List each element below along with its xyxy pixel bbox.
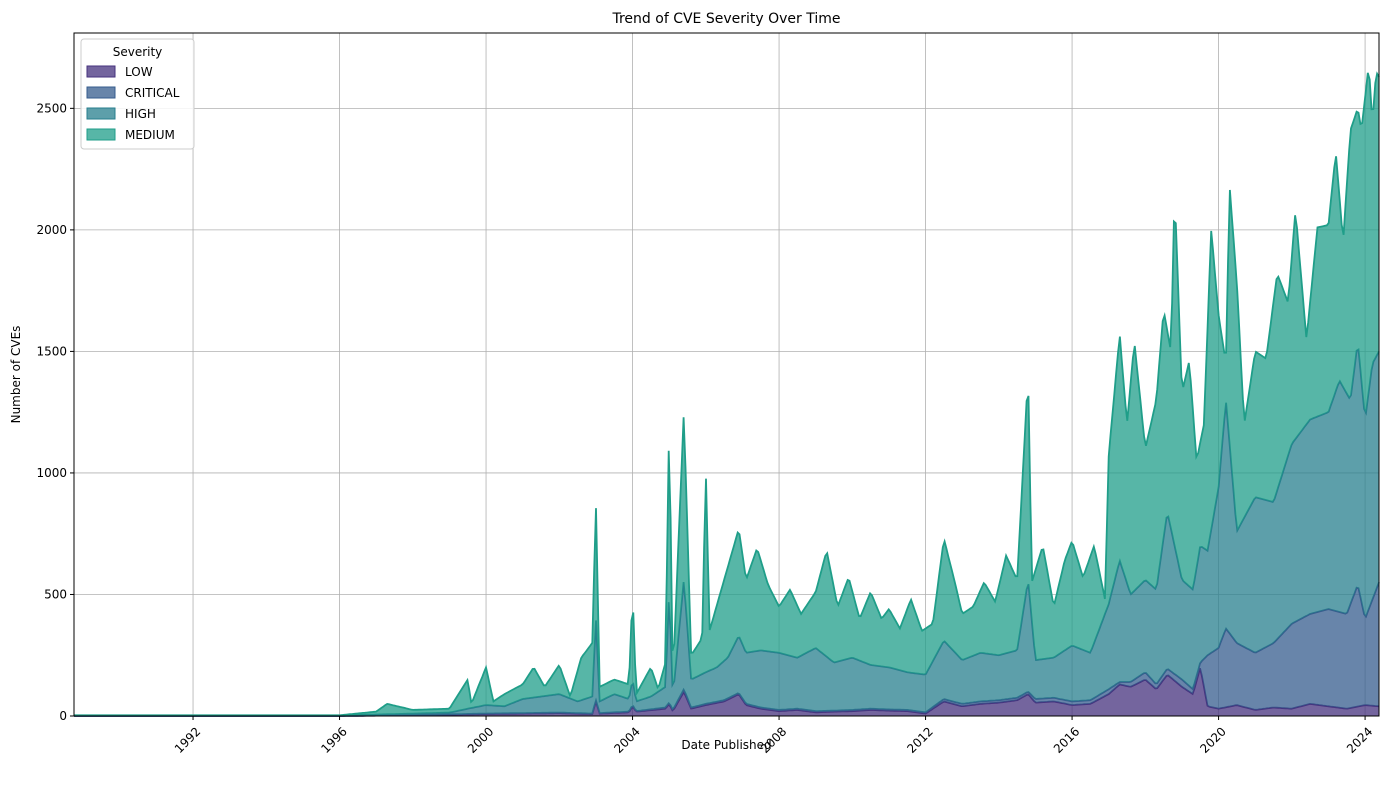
chart-title: Trend of CVE Severity Over Time (611, 11, 840, 27)
legend-title: Severity (113, 45, 163, 59)
legend-swatch-low (86, 65, 116, 78)
plot-frame (73, 32, 1380, 717)
legend-swatch-high (86, 107, 116, 120)
y-tick-label: 2500 (36, 101, 67, 115)
y-tick-label: 500 (44, 587, 67, 601)
area-medium (74, 72, 1379, 716)
y-axis: 0 500 1000 1500 2000 2500 (36, 101, 74, 723)
y-tick-label: 0 (59, 709, 67, 723)
legend-swatch-critical (86, 86, 116, 99)
legend: Severity LOW CRITICAL HIGH MEDIUM (80, 38, 195, 150)
legend-label-low: LOW (125, 65, 153, 79)
y-tick-label: 1000 (36, 466, 67, 480)
legend-label-medium: MEDIUM (125, 128, 175, 142)
legend-label-high: HIGH (125, 107, 156, 121)
x-axis-label: Date Published (681, 738, 771, 752)
area-critical (74, 582, 1379, 716)
legend-label-critical: CRITICAL (125, 86, 180, 100)
y-tick-label: 1500 (36, 344, 67, 358)
y-axis-label: Number of CVEs (9, 326, 23, 424)
y-tick-label: 2000 (36, 223, 67, 237)
legend-swatch-medium (86, 128, 116, 141)
area-low (74, 668, 1379, 716)
area-series (74, 71, 1380, 717)
line-medium (74, 71, 1380, 717)
